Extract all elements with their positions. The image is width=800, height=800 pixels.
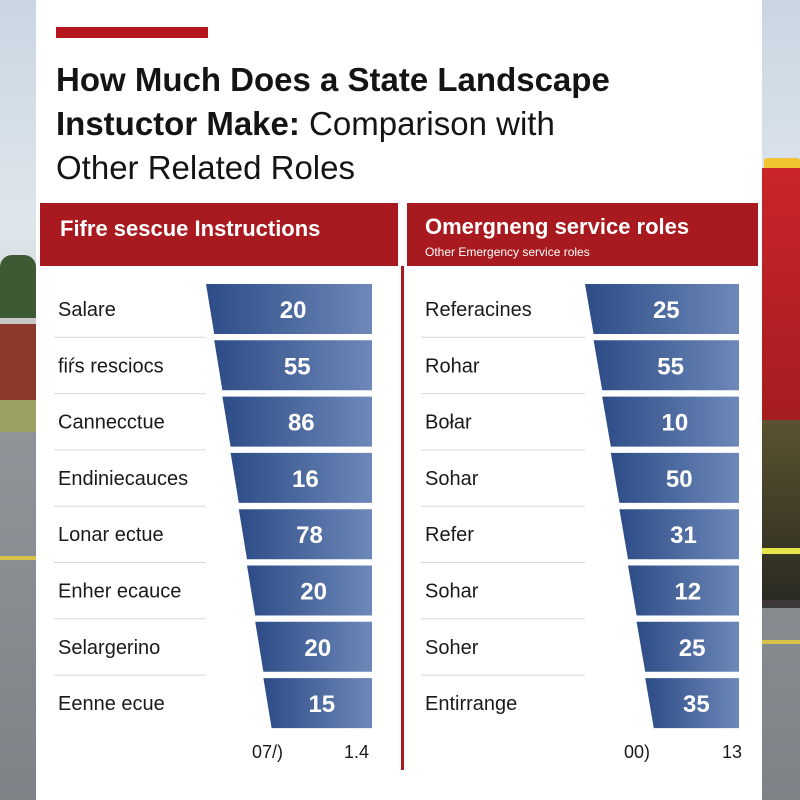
left-footer-value-2: 1.4: [344, 742, 370, 762]
category-label-1-3: Sohar: [425, 468, 479, 490]
bar-1-0: [585, 284, 739, 334]
category-label-0-7: Eenne ecue: [58, 693, 165, 715]
category-label-1-6: Soher: [425, 637, 479, 659]
bar-0-5: [247, 565, 372, 616]
title-line-2-bold: Instuctor Make:: [56, 105, 300, 142]
accent-bar: [56, 27, 208, 38]
title-line-3: Other Related Roles: [56, 149, 355, 186]
category-label-1-2: Bołar: [425, 412, 472, 434]
category-label-1-5: Sohar: [425, 581, 479, 603]
bar-1-1: [593, 340, 739, 391]
right-panel-header: Omergneng service roles Other Emergency …: [407, 203, 758, 266]
category-label-0-5: Enher ecauce: [58, 581, 181, 603]
bar-1-5: [628, 565, 739, 616]
category-label-1-0: Referacines: [425, 299, 532, 321]
left-panel-title: Fifre sescue Instructions: [60, 216, 321, 241]
bar-0-6: [255, 621, 372, 672]
category-label-1-4: Refer: [425, 524, 474, 546]
bar-1-4: [619, 509, 739, 560]
background-firefighter: [762, 420, 800, 600]
category-label-0-6: Selargerino: [58, 637, 160, 659]
value-label-1-5: 12: [674, 579, 701, 606]
title-line-1: How Much Does a State Landscape: [56, 61, 610, 98]
background-fire-station: [0, 318, 36, 406]
value-label-1-2: 10: [662, 410, 689, 437]
bar-1-2: [602, 396, 739, 447]
background-road-line: [0, 556, 36, 560]
value-label-1-6: 25: [679, 635, 706, 662]
value-label-0-5: 20: [300, 579, 327, 606]
value-label-1-4: 31: [670, 522, 697, 549]
right-bar-chart: Referacines 25 Rohar 55 Bołar 10 Sohar 50 Refer 3…: [421, 284, 739, 729]
value-label-1-1: 55: [657, 353, 684, 380]
page-title: How Much Does a State Landscape Instucto…: [56, 58, 756, 190]
category-label-1-7: Entirrange: [425, 693, 517, 715]
bar-0-3: [230, 452, 372, 503]
value-label-0-3: 16: [292, 466, 319, 493]
right-panel-title: Omergneng service roles: [425, 214, 690, 239]
value-label-0-1: 55: [284, 353, 311, 380]
left-panel-header: Fifre sescue Instructions: [40, 203, 398, 266]
value-label-1-3: 50: [666, 466, 693, 493]
right-footer-value-1: 00): [624, 742, 651, 762]
category-label-1-1: Rohar: [425, 355, 480, 377]
bar-0-1: [214, 340, 372, 391]
left-bar-chart: Salare 20 fiŕs resciocs 55 Cannecctue 86 Endin…: [54, 284, 372, 729]
bar-1-7: [645, 678, 739, 729]
title-line-2-rest: Comparison with: [299, 105, 555, 142]
left-footer-value-1: 07/): [252, 742, 284, 762]
category-label-0-2: Cannecctue: [58, 412, 165, 434]
background-tree: [0, 255, 36, 325]
value-label-0-2: 86: [288, 410, 315, 437]
value-label-1-7: 35: [683, 691, 710, 718]
value-label-0-0: 20: [280, 297, 307, 324]
bar-0-2: [222, 396, 372, 447]
panel-divider: [401, 266, 404, 770]
value-label-1-0: 25: [653, 297, 680, 324]
right-footer-value-2: 13: [722, 742, 743, 762]
right-panel-subtitle: Other Emergency service roles: [425, 245, 590, 259]
background-road-line-right: [762, 640, 800, 644]
bar-1-3: [610, 452, 739, 503]
bar-0-4: [238, 509, 372, 560]
background-reflective-stripe: [762, 548, 800, 554]
bar-1-6: [636, 621, 739, 672]
value-label-0-6: 20: [304, 635, 331, 662]
category-label-0-4: Lonar ectue: [58, 524, 164, 546]
bar-0-7: [263, 678, 372, 729]
background-lawn: [0, 400, 36, 432]
bar-0-0: [206, 284, 372, 334]
category-label-0-1: fiŕs resciocs: [58, 355, 164, 377]
category-label-0-3: Endiniecauces: [58, 468, 188, 490]
value-label-0-4: 78: [296, 522, 323, 549]
category-label-0-0: Salare: [58, 299, 116, 321]
value-label-0-7: 15: [308, 691, 335, 718]
